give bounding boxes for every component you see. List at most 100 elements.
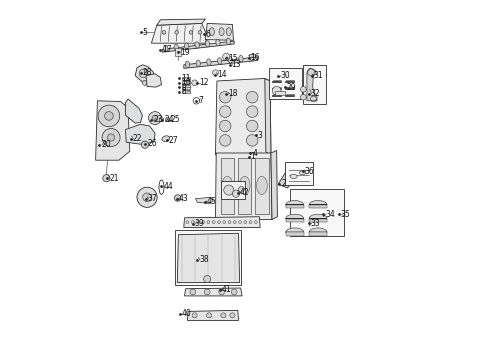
Text: 37: 37 — [148, 194, 158, 203]
Text: 21: 21 — [109, 174, 119, 183]
Text: 3: 3 — [258, 130, 263, 139]
Text: 19: 19 — [180, 48, 190, 57]
Circle shape — [98, 105, 120, 127]
Ellipse shape — [185, 61, 190, 68]
Polygon shape — [151, 23, 207, 43]
Circle shape — [220, 120, 231, 132]
Text: 2: 2 — [281, 179, 286, 188]
Bar — [285, 162, 314, 185]
Ellipse shape — [207, 59, 211, 65]
Circle shape — [221, 313, 226, 318]
Ellipse shape — [239, 55, 243, 62]
Circle shape — [102, 129, 120, 147]
Circle shape — [143, 80, 147, 85]
Text: 40: 40 — [182, 309, 192, 318]
Ellipse shape — [219, 28, 224, 36]
Polygon shape — [309, 214, 327, 219]
Ellipse shape — [239, 176, 250, 194]
Bar — [182, 85, 190, 89]
Polygon shape — [162, 41, 234, 52]
Bar — [286, 219, 304, 222]
Circle shape — [207, 221, 210, 224]
Circle shape — [272, 86, 281, 95]
Bar — [286, 205, 304, 208]
Bar — [309, 232, 327, 236]
Ellipse shape — [174, 44, 178, 50]
Polygon shape — [185, 288, 242, 296]
Ellipse shape — [162, 136, 170, 141]
Circle shape — [300, 86, 306, 92]
Text: 31: 31 — [314, 71, 323, 80]
Polygon shape — [271, 150, 277, 220]
Text: 18: 18 — [228, 89, 238, 98]
Bar — [274, 91, 285, 95]
Circle shape — [191, 221, 194, 224]
Ellipse shape — [222, 176, 233, 194]
Circle shape — [137, 187, 157, 207]
Text: 44: 44 — [163, 182, 173, 191]
Circle shape — [186, 221, 189, 224]
Text: 4: 4 — [252, 149, 257, 158]
Circle shape — [196, 221, 199, 224]
Ellipse shape — [249, 54, 254, 61]
Circle shape — [224, 185, 234, 195]
Bar — [175, 230, 242, 285]
Text: 43: 43 — [178, 194, 188, 203]
Circle shape — [224, 95, 228, 99]
Polygon shape — [125, 99, 143, 123]
Circle shape — [175, 31, 178, 34]
Circle shape — [202, 221, 205, 224]
Text: 10: 10 — [181, 78, 191, 87]
Bar — [175, 48, 181, 56]
Circle shape — [104, 112, 113, 120]
Circle shape — [192, 80, 197, 86]
Ellipse shape — [216, 39, 220, 46]
Bar — [220, 181, 245, 199]
Circle shape — [189, 31, 193, 34]
Text: 35: 35 — [341, 210, 350, 219]
Polygon shape — [184, 217, 260, 228]
Circle shape — [246, 120, 258, 132]
Polygon shape — [278, 173, 292, 188]
Circle shape — [192, 313, 197, 318]
Circle shape — [254, 221, 257, 224]
Circle shape — [166, 117, 170, 122]
Text: 41: 41 — [221, 285, 231, 294]
Polygon shape — [196, 197, 213, 203]
Bar — [238, 158, 251, 214]
Text: 28: 28 — [143, 68, 152, 77]
Circle shape — [103, 175, 110, 182]
Text: 11: 11 — [181, 74, 191, 83]
Polygon shape — [177, 233, 240, 283]
Ellipse shape — [209, 28, 215, 36]
Circle shape — [143, 193, 151, 202]
Ellipse shape — [205, 41, 210, 47]
Text: 33: 33 — [311, 219, 320, 228]
Polygon shape — [286, 201, 304, 205]
Circle shape — [239, 221, 242, 224]
Bar — [309, 219, 327, 222]
Text: 26: 26 — [147, 139, 157, 148]
Circle shape — [218, 221, 220, 224]
Polygon shape — [216, 78, 271, 155]
Polygon shape — [187, 310, 239, 320]
Text: 22: 22 — [133, 134, 142, 143]
Circle shape — [174, 195, 181, 201]
Circle shape — [231, 289, 237, 295]
Circle shape — [141, 141, 148, 148]
Text: 24: 24 — [164, 115, 173, 124]
Ellipse shape — [195, 42, 199, 48]
Circle shape — [152, 115, 158, 121]
Bar — [182, 81, 190, 84]
Text: 20: 20 — [101, 140, 111, 149]
Bar — [290, 189, 344, 236]
Text: 38: 38 — [199, 256, 209, 264]
Circle shape — [220, 106, 231, 117]
Circle shape — [162, 31, 166, 34]
Text: 39: 39 — [195, 219, 204, 228]
Circle shape — [300, 94, 306, 100]
Ellipse shape — [196, 60, 200, 67]
Circle shape — [213, 70, 219, 76]
Text: 15: 15 — [228, 54, 238, 63]
Text: 29: 29 — [286, 83, 296, 91]
